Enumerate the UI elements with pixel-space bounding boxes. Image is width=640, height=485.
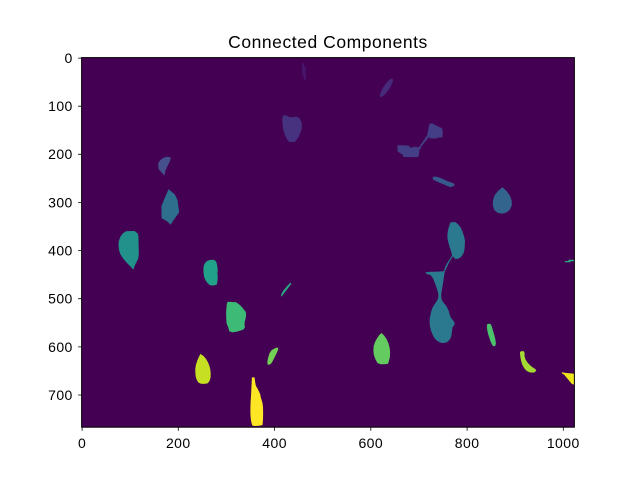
svg-text:1000: 1000 [547,435,580,451]
svg-text:200: 200 [48,146,73,162]
svg-text:400: 400 [48,243,73,259]
svg-text:0: 0 [65,50,73,66]
svg-text:Connected Components: Connected Components [228,32,428,52]
svg-text:600: 600 [358,435,383,451]
svg-text:100: 100 [48,98,73,114]
svg-text:300: 300 [48,194,73,210]
svg-text:700: 700 [48,387,73,403]
svg-text:200: 200 [166,435,191,451]
svg-text:800: 800 [455,435,480,451]
svg-text:400: 400 [262,435,287,451]
svg-text:500: 500 [48,291,73,307]
svg-text:600: 600 [48,339,73,355]
svg-text:0: 0 [78,435,86,451]
